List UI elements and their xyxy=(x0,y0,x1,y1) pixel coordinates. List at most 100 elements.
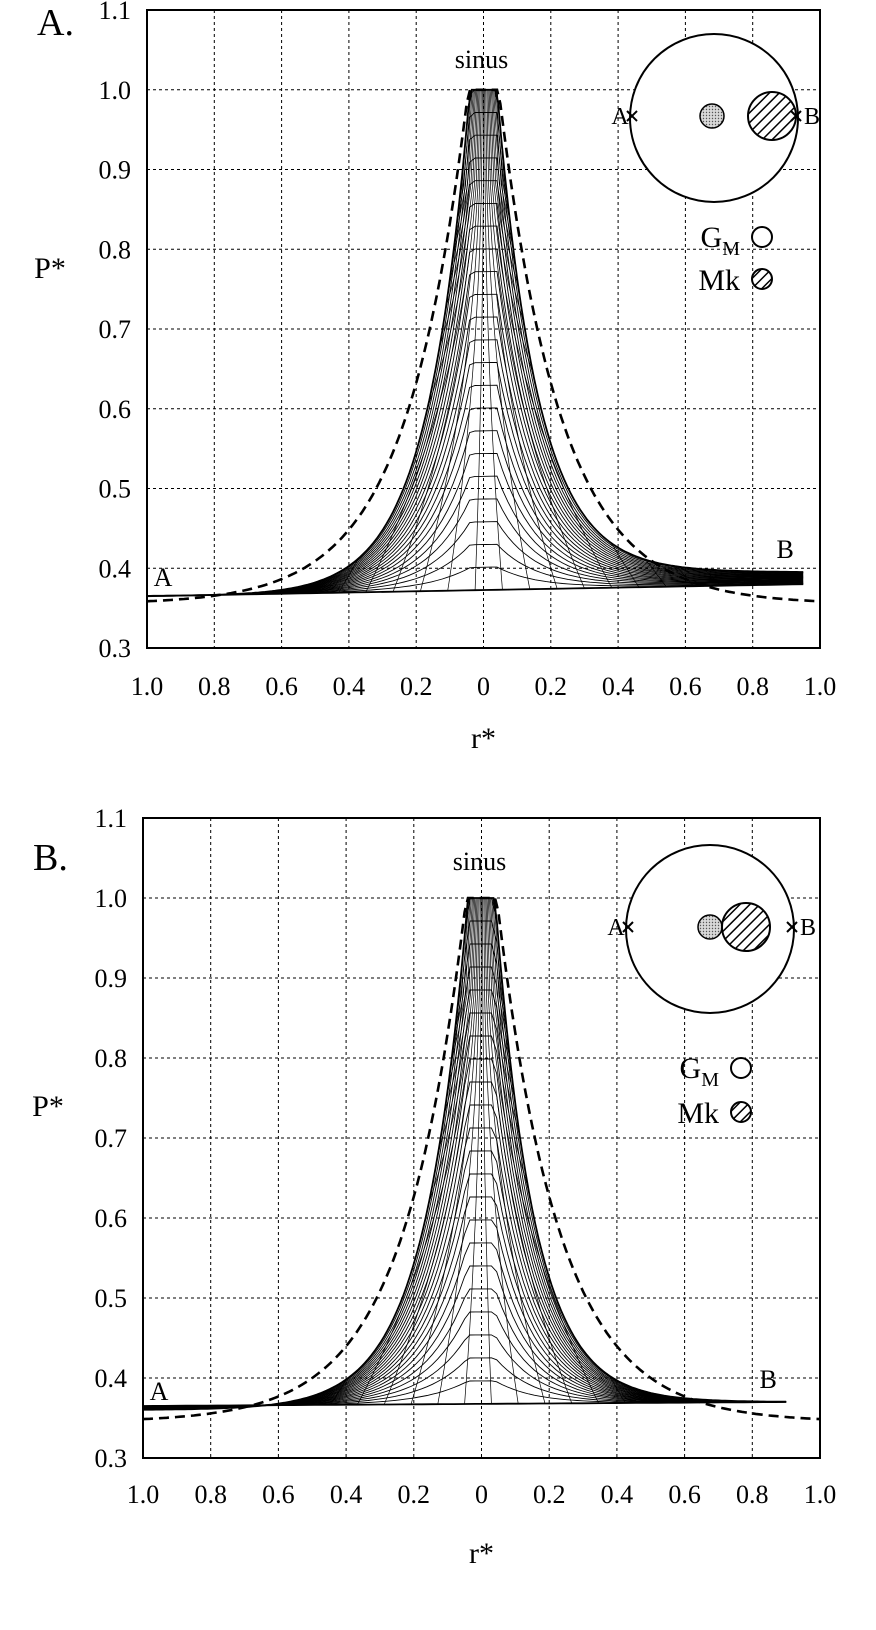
mesh-line xyxy=(146,384,804,597)
y-tick-label: 0.6 xyxy=(95,1204,128,1233)
chart-panel-b: 1.1 1.0 0.9 0.8 0.7 0.6 0.5 0.4 0.3 1.0 0.8 0.6 0.4 0… xyxy=(32,804,836,1570)
y-tick-label: 0.6 xyxy=(99,395,132,424)
mesh-line xyxy=(410,897,480,1405)
legend-open-circle xyxy=(751,226,773,248)
y-tick-label: 0.5 xyxy=(95,1284,128,1313)
mesh-line xyxy=(143,1196,787,1408)
hatched-circle-marker xyxy=(721,902,771,952)
mesh-envelope xyxy=(143,897,787,1411)
x-tick-label: 0.4 xyxy=(330,1480,363,1509)
mesh-line xyxy=(483,897,519,1404)
x-tick-label: 0.2 xyxy=(535,672,568,701)
mesh-line xyxy=(486,897,599,1404)
y-tick-label: 0.7 xyxy=(95,1124,128,1153)
x-tick-label: 0.8 xyxy=(194,1480,227,1509)
y-tick-label: 1.0 xyxy=(95,884,128,913)
mesh-line xyxy=(365,89,480,593)
cross-marker-b xyxy=(786,921,798,933)
y-tick-label: 0.3 xyxy=(95,1444,128,1473)
cross-marker-a xyxy=(622,921,634,933)
x-tick-label: 0.2 xyxy=(400,672,433,701)
mesh-line xyxy=(485,89,531,590)
mesh-line xyxy=(142,1219,787,1408)
cross-marker-b xyxy=(790,110,802,122)
sinus-label: sinus xyxy=(455,45,508,74)
x-tick-label: 0.8 xyxy=(198,672,231,701)
open-circle-marker xyxy=(699,103,725,129)
hatched-circle-marker xyxy=(747,91,797,141)
legend: GM Mk xyxy=(698,221,773,297)
mesh-line xyxy=(383,897,479,1405)
mesh-base xyxy=(142,1401,787,1407)
x-tick-label: 1.0 xyxy=(804,672,837,701)
x-tick-label: 0.6 xyxy=(265,672,298,701)
mesh-line xyxy=(488,89,613,588)
mesh-line xyxy=(143,897,469,1411)
mesh-line xyxy=(420,89,482,592)
mesh-line xyxy=(147,134,804,597)
legend-hatched-circle xyxy=(751,268,773,290)
mesh-line xyxy=(147,362,804,597)
mesh-line xyxy=(146,271,804,597)
mesh-envelope xyxy=(147,88,804,597)
mesh-line xyxy=(485,897,573,1404)
mesh-line xyxy=(464,897,482,1405)
y-tick-label: 0.7 xyxy=(99,315,132,344)
x-tick-label: 0.6 xyxy=(669,672,702,701)
inset-label-b: B xyxy=(804,104,820,130)
x-tick-label: 0 xyxy=(477,672,490,701)
mesh-line xyxy=(484,89,503,590)
sinus-label: sinus xyxy=(453,847,506,876)
inset-label-b: B xyxy=(800,915,816,941)
mesh-line xyxy=(147,339,804,597)
mesh-line xyxy=(330,897,477,1405)
panel-label: A. xyxy=(37,2,74,44)
open-circle-marker xyxy=(697,914,723,940)
x-tick-label: 0.6 xyxy=(668,1480,701,1509)
legend-subscript: M xyxy=(722,238,740,260)
mesh-line xyxy=(142,1150,787,1409)
mesh-surface xyxy=(142,897,787,1411)
mesh-line xyxy=(196,897,471,1410)
mesh-line xyxy=(143,1288,787,1408)
mesh-line xyxy=(482,897,492,1404)
legend-label-mk: Mk xyxy=(698,264,740,297)
dashed-curve xyxy=(142,896,821,1421)
dashed-curve xyxy=(146,88,821,603)
x-tick-label: 0.8 xyxy=(736,672,769,701)
y-axis-label: P* xyxy=(32,1090,64,1123)
legend-subscript: M xyxy=(701,1069,719,1091)
mesh-line xyxy=(143,1265,787,1408)
legend-hatched-circle xyxy=(730,1101,752,1123)
legend-label-mk: Mk xyxy=(677,1097,719,1130)
mesh-line xyxy=(142,1081,787,1409)
x-axis-label: r* xyxy=(469,1537,494,1570)
mesh-line xyxy=(143,1334,787,1407)
y-tick-label: 0.9 xyxy=(99,156,132,185)
y-tick-label: 0.4 xyxy=(95,1364,128,1393)
mesh-line xyxy=(437,897,481,1405)
legend-label-gm: GM xyxy=(701,221,741,260)
inset-label-a: A xyxy=(607,915,625,941)
mesh-line xyxy=(146,248,804,597)
x-tick-label: 1.0 xyxy=(804,1480,837,1509)
cross-marker-a xyxy=(626,110,638,122)
y-tick-label: 1.0 xyxy=(99,76,132,105)
x-tick-label: 0 xyxy=(475,1480,488,1509)
mesh-line xyxy=(201,89,473,596)
y-tick-label: 0.3 xyxy=(99,634,132,663)
mesh-line xyxy=(250,897,473,1408)
endpoint-a-label: A xyxy=(150,1377,169,1406)
x-tick-label: 0.8 xyxy=(736,1480,769,1509)
x-tick-label: 0.6 xyxy=(262,1480,295,1509)
endpoint-b-label: B xyxy=(759,1365,776,1394)
mesh-line xyxy=(474,89,484,591)
x-tick-label: 0.2 xyxy=(398,1480,431,1509)
mesh-line xyxy=(146,89,471,597)
mesh-line xyxy=(142,943,787,1410)
legend-open-circle xyxy=(730,1057,752,1079)
y-axis-label: P* xyxy=(34,252,66,285)
y-tick-label: 0.8 xyxy=(99,235,132,264)
